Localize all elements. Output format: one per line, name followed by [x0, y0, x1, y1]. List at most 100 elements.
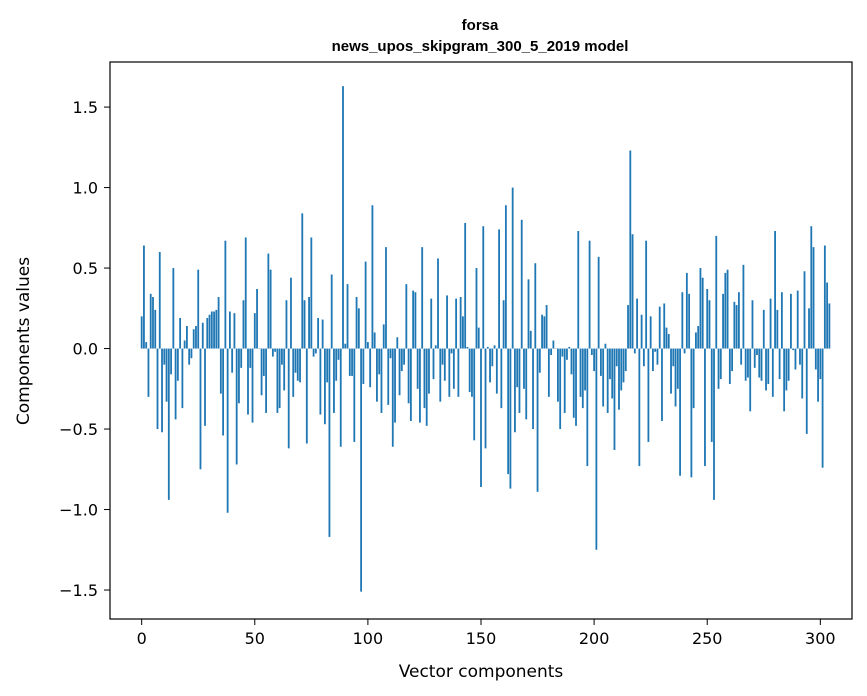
bar: [690, 348, 693, 478]
bar: [676, 348, 679, 389]
bar: [674, 348, 677, 407]
bar: [303, 300, 306, 349]
bar: [353, 348, 356, 442]
bar: [305, 348, 308, 444]
bar: [213, 311, 215, 349]
bar: [204, 348, 206, 426]
bar: [364, 261, 367, 349]
bar: [572, 348, 575, 418]
y-axis-label: Components values: [14, 257, 34, 425]
bar: [371, 205, 374, 349]
bar: [740, 348, 743, 365]
bar: [790, 293, 792, 349]
bar: [821, 348, 824, 468]
bar: [468, 348, 471, 393]
bar: [584, 348, 586, 391]
bar: [663, 303, 666, 349]
bar: [443, 348, 446, 381]
bar: [796, 290, 799, 349]
bar: [432, 348, 435, 380]
chart-title-line-1: forsa: [462, 17, 499, 34]
bar: [278, 348, 281, 409]
bar: [267, 253, 270, 349]
bar: [324, 348, 326, 425]
bar: [493, 345, 496, 349]
bar: [507, 348, 510, 475]
bar: [283, 348, 286, 391]
bar: [276, 348, 279, 413]
bar: [514, 348, 516, 433]
bar: [348, 348, 351, 376]
bar: [604, 343, 607, 349]
bar: [398, 348, 401, 396]
bar: [421, 247, 424, 349]
bar: [437, 258, 439, 349]
bar: [186, 326, 188, 349]
bar: [606, 348, 609, 413]
bar: [409, 348, 412, 421]
bar: [661, 348, 663, 421]
bar: [817, 348, 819, 402]
bar: [774, 231, 776, 349]
bar: [197, 269, 200, 349]
bar: [652, 348, 654, 372]
bar: [464, 222, 467, 349]
bar: [541, 314, 543, 349]
bar: [722, 293, 724, 349]
bar: [394, 348, 396, 423]
bar: [563, 348, 566, 413]
bar: [534, 263, 537, 349]
x-axis-ticks: 0 50 100 150 200 250 300: [137, 619, 836, 648]
bar: [226, 348, 229, 513]
bar: [466, 346, 469, 349]
bar: [823, 245, 826, 349]
bar: [771, 348, 774, 397]
bar: [147, 348, 150, 397]
bar: [794, 348, 797, 370]
bar: [590, 348, 593, 355]
bar: [337, 348, 340, 360]
bar: [391, 348, 394, 447]
bar: [491, 348, 494, 367]
bar: [803, 271, 806, 349]
bar: [552, 340, 555, 349]
bar: [486, 346, 489, 349]
bar: [529, 330, 532, 349]
x-tick-label: 50: [245, 629, 265, 648]
bar: [765, 348, 767, 391]
bar: [446, 295, 448, 349]
bar: [697, 326, 700, 349]
bar: [161, 348, 163, 433]
bar: [405, 284, 408, 349]
bar: [333, 348, 335, 413]
bar: [287, 348, 290, 449]
bar: [695, 332, 697, 349]
bar: [566, 348, 568, 360]
bar: [631, 234, 634, 349]
bar: [509, 348, 512, 489]
bar: [538, 348, 541, 373]
bar: [172, 268, 175, 349]
bar: [692, 348, 695, 409]
bar: [547, 348, 550, 397]
bar: [640, 314, 643, 349]
x-tick-label: 200: [579, 629, 610, 648]
bar: [251, 348, 254, 423]
bar: [215, 309, 218, 349]
bar: [441, 348, 444, 365]
bar: [744, 348, 747, 381]
bar: [439, 348, 442, 402]
bar: [618, 348, 620, 410]
bar: [767, 348, 770, 384]
bar: [416, 348, 419, 389]
bar: [808, 308, 810, 349]
bar: [658, 306, 661, 349]
bar: [240, 348, 243, 368]
bar: [737, 292, 740, 349]
bar: [520, 219, 523, 349]
bar: [210, 311, 213, 349]
bar: [742, 264, 745, 349]
bar: [380, 348, 383, 413]
bar: [787, 348, 790, 381]
bar: [457, 348, 460, 397]
